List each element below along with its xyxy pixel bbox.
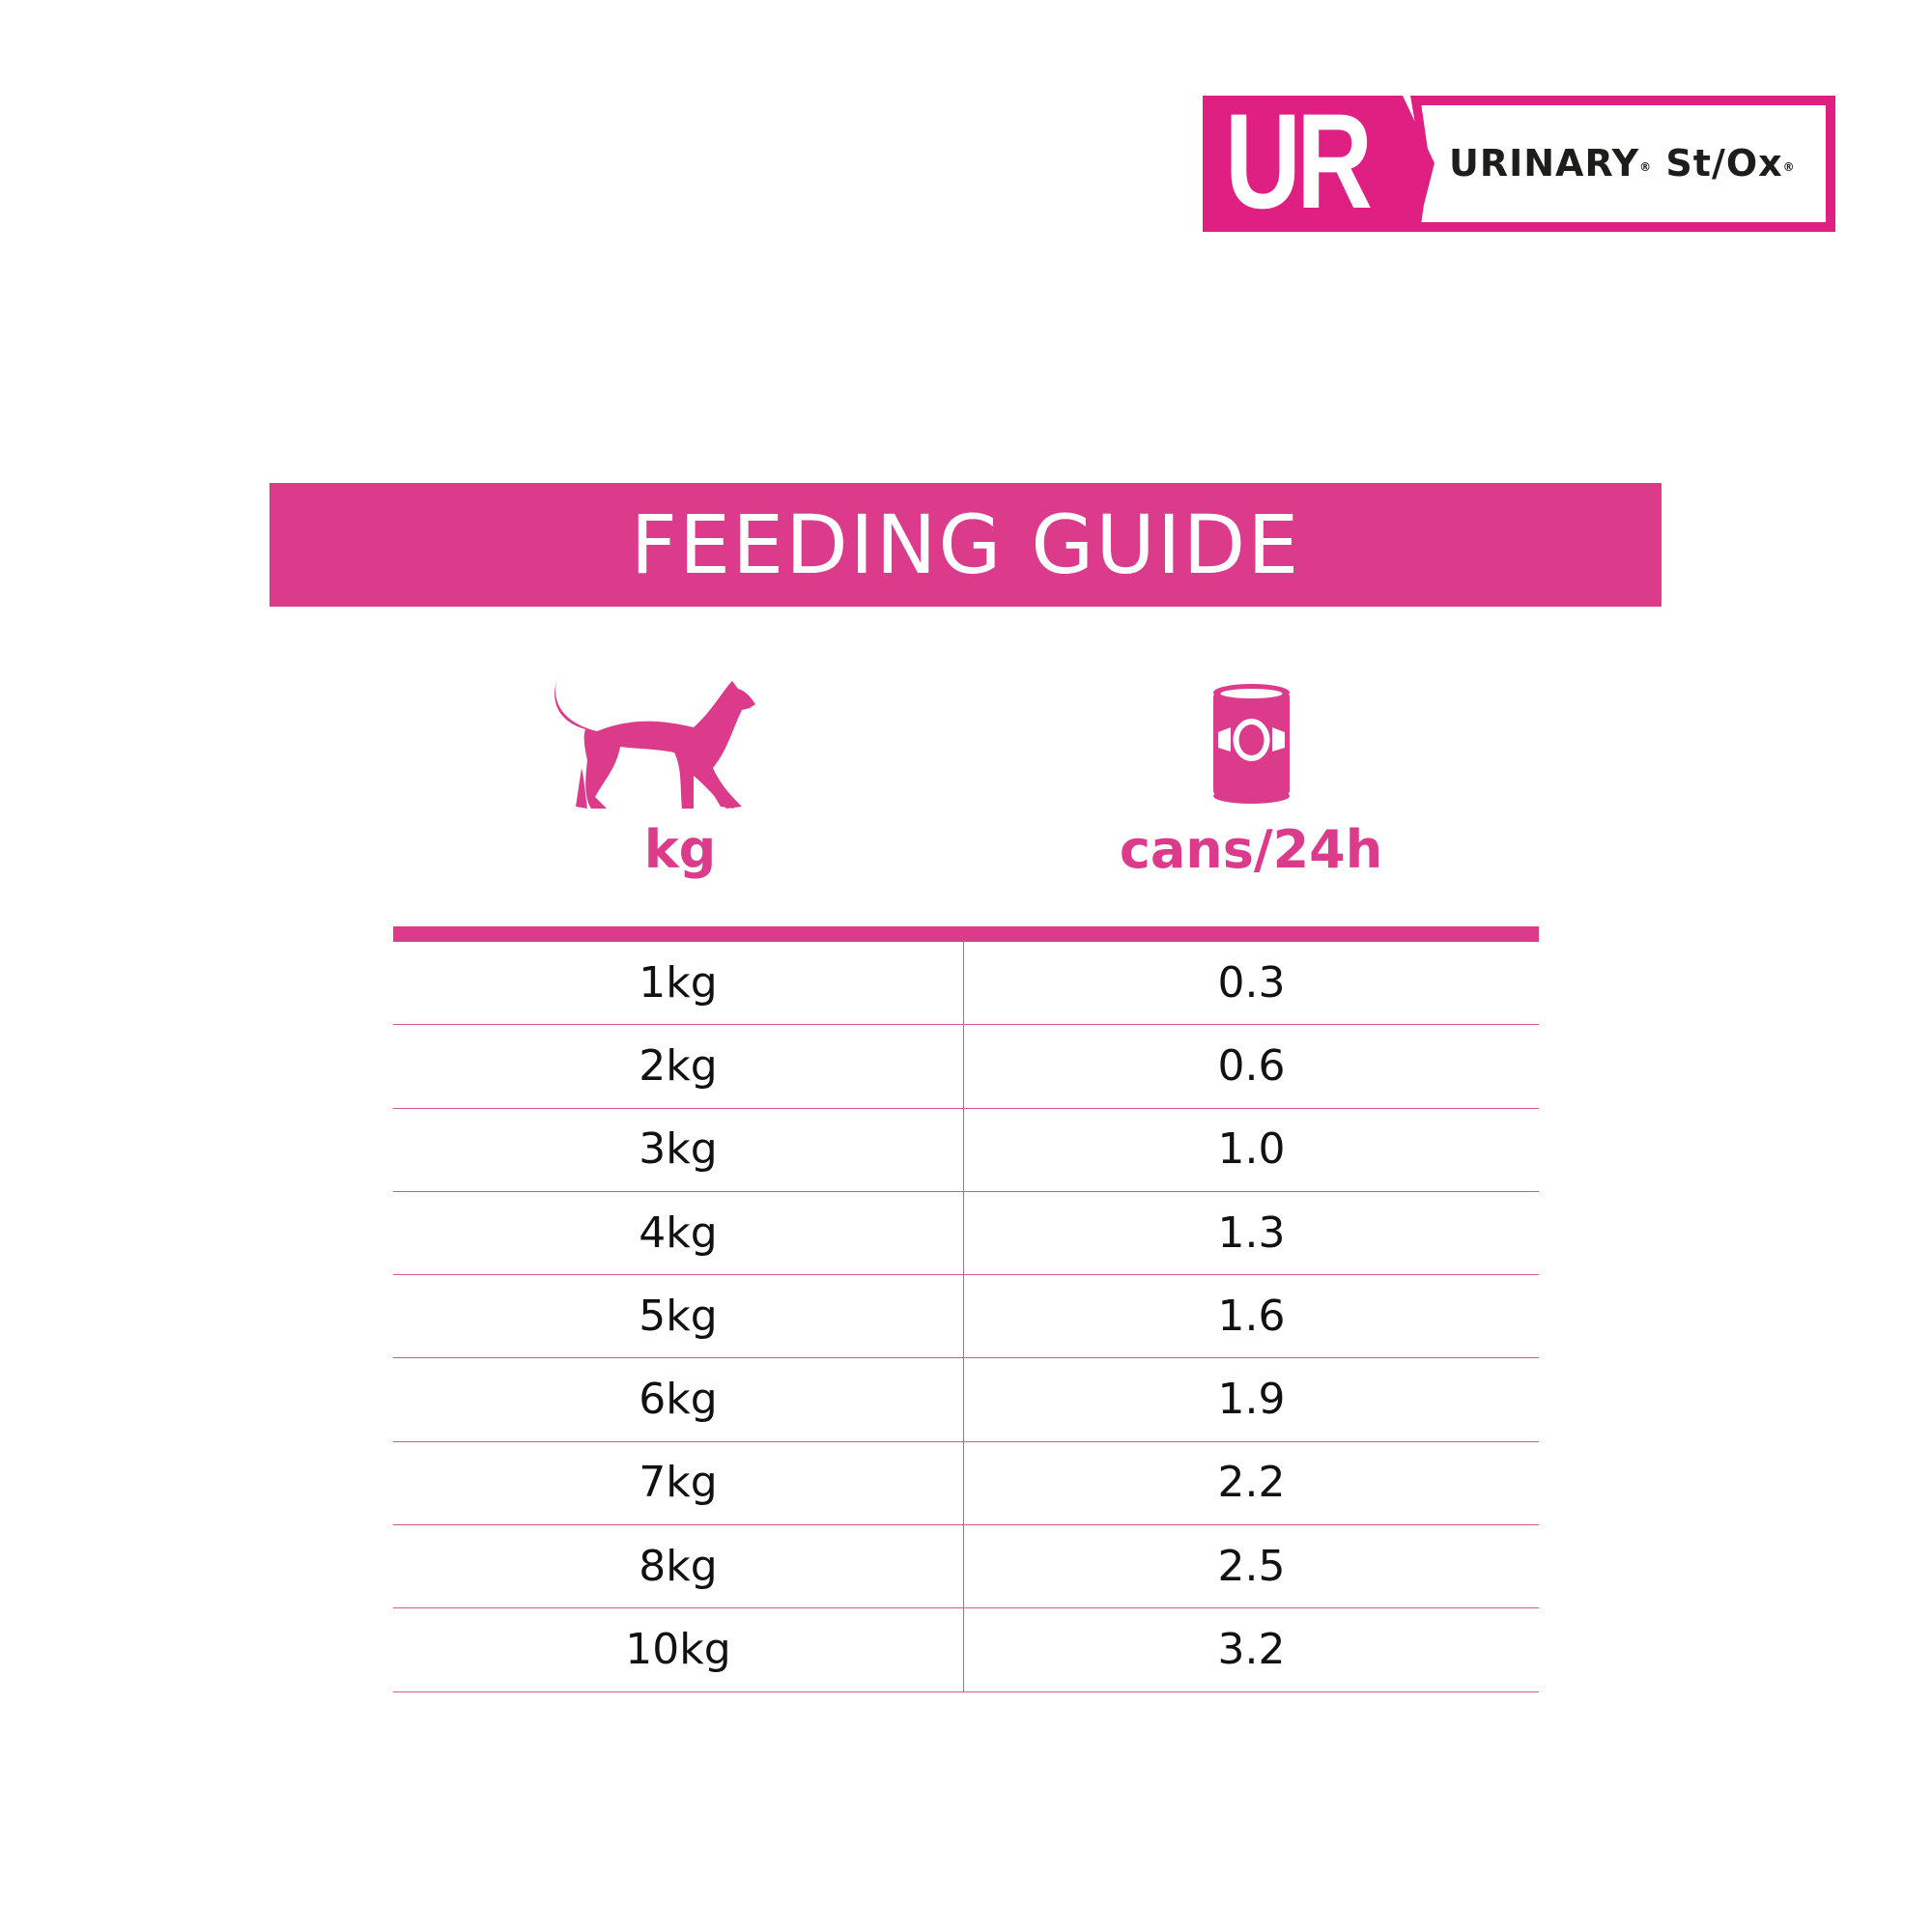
table-row: 1kg 0.3 (393, 942, 1539, 1026)
logo-chevron (1410, 96, 1430, 232)
table-row: 4kg 1.3 (393, 1191, 1539, 1276)
logo-ur-badge (1203, 96, 1435, 232)
table-row: 3kg 1.0 (393, 1108, 1539, 1192)
logo-name-box (1417, 96, 1835, 232)
cans-cell: 0.3 (1217, 957, 1286, 1008)
page-title: FEEDING GUIDE (630, 497, 1301, 592)
feeding-guide-banner: FEEDING GUIDE (270, 483, 1662, 607)
weight-cell: 4kg (393, 1191, 964, 1275)
cat-icon (554, 671, 755, 809)
table-row: 10kg 3.2 (393, 1608, 1539, 1692)
cans-cell: 1.9 (1217, 1375, 1286, 1425)
weight-cell: 10kg (393, 1608, 964, 1691)
weight-cell: 6kg (393, 1358, 964, 1441)
registered-mark: ® (1782, 160, 1796, 174)
cans-cell: 2.5 (1217, 1541, 1286, 1591)
table-row: 6kg 1.9 (393, 1358, 1539, 1442)
table-header-rule (393, 926, 1539, 942)
weight-cell: 3kg (393, 1108, 964, 1191)
table-row: 7kg 2.2 (393, 1441, 1539, 1526)
table-row: 5kg 1.6 (393, 1275, 1539, 1359)
cans-cell: 0.6 (1217, 1040, 1286, 1091)
weight-cell: 2kg (393, 1025, 964, 1108)
cans-cell: 1.6 (1217, 1291, 1286, 1341)
weight-column-header: kg (643, 819, 717, 880)
logo-suffix-text: St/Ox (1665, 142, 1783, 185)
cans-cell: 3.2 (1217, 1625, 1286, 1675)
weight-cell: 7kg (393, 1441, 964, 1525)
cans-cell: 1.0 (1217, 1124, 1286, 1175)
logo-name: URINARY® St/Ox® (1449, 141, 1796, 185)
logo-abbr: UR (1225, 85, 1373, 237)
table-row: 2kg 0.6 (393, 1025, 1539, 1109)
logo-name-text: URINARY (1449, 142, 1640, 185)
weight-cell: 8kg (393, 1525, 964, 1608)
registered-mark: ® (1639, 160, 1653, 174)
weight-cell: 5kg (393, 1275, 964, 1358)
cans-column-header: cans/24h (1119, 819, 1383, 880)
cans-cell: 2.2 (1217, 1458, 1286, 1508)
can-icon (1213, 684, 1290, 804)
weight-cell: 1kg (393, 942, 964, 1025)
feeding-table: 1kg 0.3 2kg 0.6 3kg 1.0 4kg 1.3 5kg 1.6 6kg 1.… (393, 942, 1539, 1692)
cans-cell: 1.3 (1217, 1208, 1286, 1258)
table-row: 8kg 2.5 (393, 1525, 1539, 1609)
